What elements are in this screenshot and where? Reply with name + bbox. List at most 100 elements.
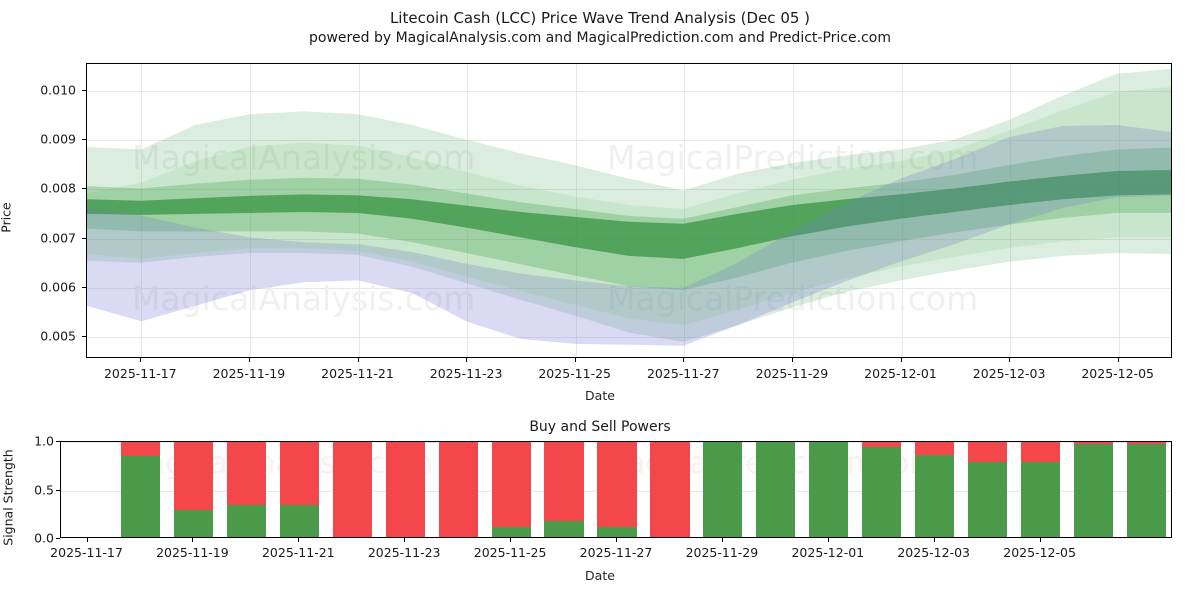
signal-xtick-label-4: 2025-11-25	[473, 545, 547, 560]
price-xtick-mark-9	[1117, 358, 1119, 362]
signal-bar	[650, 442, 690, 537]
signal-bar-buy-segment	[597, 527, 637, 537]
price-ytick-label-5: 0.010	[40, 82, 76, 98]
signal-xtick-mark-8	[933, 538, 935, 542]
signal-xtick-mark-5	[616, 538, 617, 542]
signal-bar-sell-segment	[279, 442, 319, 505]
signal-xtick-label-8: 2025-12-03	[897, 545, 971, 560]
price-ytick-mark-1	[82, 286, 86, 288]
title-block: Litecoin Cash (LCC) Price Wave Trend Ana…	[0, 8, 1200, 48]
price-gridline-v-8	[1010, 64, 1012, 357]
signal-bar-buy-segment	[226, 505, 266, 537]
signal-bar-buy-segment	[1021, 462, 1061, 537]
signal-ytick-label-2: 1.0	[34, 433, 54, 449]
signal-bar-buy-segment	[279, 505, 319, 537]
price-wave-band-5	[87, 86, 1171, 326]
signal-bar-buy-segment	[173, 509, 213, 537]
signal-bar-buy-segment	[1126, 443, 1167, 537]
price-ytick-label-4: 0.009	[40, 131, 76, 147]
signal-xtick-mark-9	[1039, 538, 1041, 542]
price-ytick-label-0: 0.005	[40, 328, 76, 344]
signal-bar-buy-segment	[756, 442, 796, 537]
signal-bar-sell-segment	[1126, 442, 1167, 444]
price-ytick-mark-2	[82, 237, 86, 239]
price-xtick-mark-6	[791, 358, 793, 362]
signal-bar-sell-segment	[226, 442, 266, 505]
signal-bar	[279, 442, 319, 537]
signal-bar	[438, 442, 478, 537]
price-chart-xaxis-label: Date	[585, 388, 615, 403]
price-xtick-label-7: 2025-12-01	[864, 366, 937, 381]
signal-bar-sell-segment	[1073, 442, 1114, 444]
signal-bar-buy-segment	[862, 446, 902, 537]
page-title: Litecoin Cash (LCC) Price Wave Trend Ana…	[389, 9, 811, 27]
signal-xtick-label-7: 2025-12-01	[791, 545, 865, 560]
signal-bar	[226, 442, 266, 537]
signal-bar-buy-segment	[703, 442, 743, 537]
signal-bar	[809, 442, 849, 537]
price-xtick-mark-1	[248, 358, 250, 362]
signal-bar-buy-segment	[491, 527, 531, 537]
price-ytick-mark-0	[82, 335, 86, 337]
price-gridline-h-4	[87, 140, 1171, 142]
price-xtick-mark-2	[357, 358, 359, 362]
signal-bar-sell-segment	[544, 442, 584, 521]
signal-bar	[756, 442, 796, 537]
price-xtick-mark-4	[574, 358, 576, 362]
signal-chart-title: Buy and Sell Powers	[529, 419, 671, 435]
signal-bar-buy-segment	[120, 455, 160, 537]
signal-xtick-mark-4	[510, 538, 512, 542]
signal-xtick-label-2: 2025-11-21	[261, 545, 335, 560]
price-ytick-mark-3	[82, 188, 86, 190]
signal-bar-sell-segment	[915, 442, 955, 455]
price-chart-plot-area: MagicalAnalysis.com MagicalPrediction.com…	[86, 63, 1172, 358]
page-subtitle: powered by MagicalAnalysis.com and Magic…	[309, 30, 891, 46]
price-xtick-label-3: 2025-11-23	[429, 366, 503, 381]
signal-ytick-label-0: 0.0	[34, 530, 54, 546]
signal-bar	[597, 442, 637, 537]
signal-bar	[703, 442, 743, 537]
signal-bar	[1021, 442, 1061, 537]
price-xtick-mark-8	[1009, 358, 1011, 362]
signal-bar	[491, 442, 531, 537]
price-xtick-mark-7	[900, 358, 902, 362]
signal-bar-sell-segment	[332, 442, 372, 537]
signal-bar-sell-segment	[862, 442, 902, 447]
signal-xtick-mark-0	[86, 538, 88, 542]
price-xtick-label-0: 2025-11-17	[103, 366, 177, 381]
signal-ytick-mark-1	[56, 489, 60, 491]
signal-bar	[1073, 442, 1114, 537]
price-xtick-label-9: 2025-12-05	[1081, 366, 1155, 381]
signal-ytick-label-1: 0.5	[34, 482, 54, 497]
signal-bar	[862, 442, 902, 537]
signal-bar-sell-segment	[385, 442, 425, 537]
signal-bar	[915, 442, 955, 537]
price-ytick-label-2: 0.007	[40, 230, 76, 245]
price-wave-bands	[87, 64, 1171, 357]
signal-bar-buy-segment	[809, 442, 849, 537]
signal-xtick-label-5: 2025-11-27	[579, 545, 653, 560]
signal-xtick-label-0: 2025-11-17	[50, 545, 123, 560]
signal-bar	[968, 442, 1008, 537]
price-ytick-label-1: 0.006	[40, 279, 76, 295]
price-gridline-v-9	[1118, 64, 1120, 357]
price-wave-band-4	[87, 125, 1171, 346]
signal-bar-sell-segment	[438, 442, 478, 537]
signal-bar-sell-segment	[597, 442, 637, 528]
signal-xtick-label-3: 2025-11-23	[367, 545, 441, 560]
price-gridline-v-4	[575, 64, 577, 357]
signal-ytick-mark-0	[56, 538, 60, 539]
signal-bar-buy-segment	[915, 454, 955, 537]
price-gridline-v-5	[684, 64, 686, 357]
signal-xtick-mark-1	[192, 538, 194, 542]
price-ytick-mark-4	[82, 139, 86, 141]
price-xtick-label-5: 2025-11-27	[646, 366, 720, 381]
signal-bar-sell-segment	[120, 442, 160, 456]
signal-bar-sell-segment	[173, 442, 213, 510]
price-xtick-mark-5	[683, 358, 685, 362]
price-wave-band-3	[87, 169, 1171, 259]
signal-bar-sell-segment	[1021, 442, 1061, 463]
price-xtick-label-6: 2025-11-29	[755, 366, 829, 381]
signal-chart-xaxis-label: Date	[585, 568, 615, 583]
